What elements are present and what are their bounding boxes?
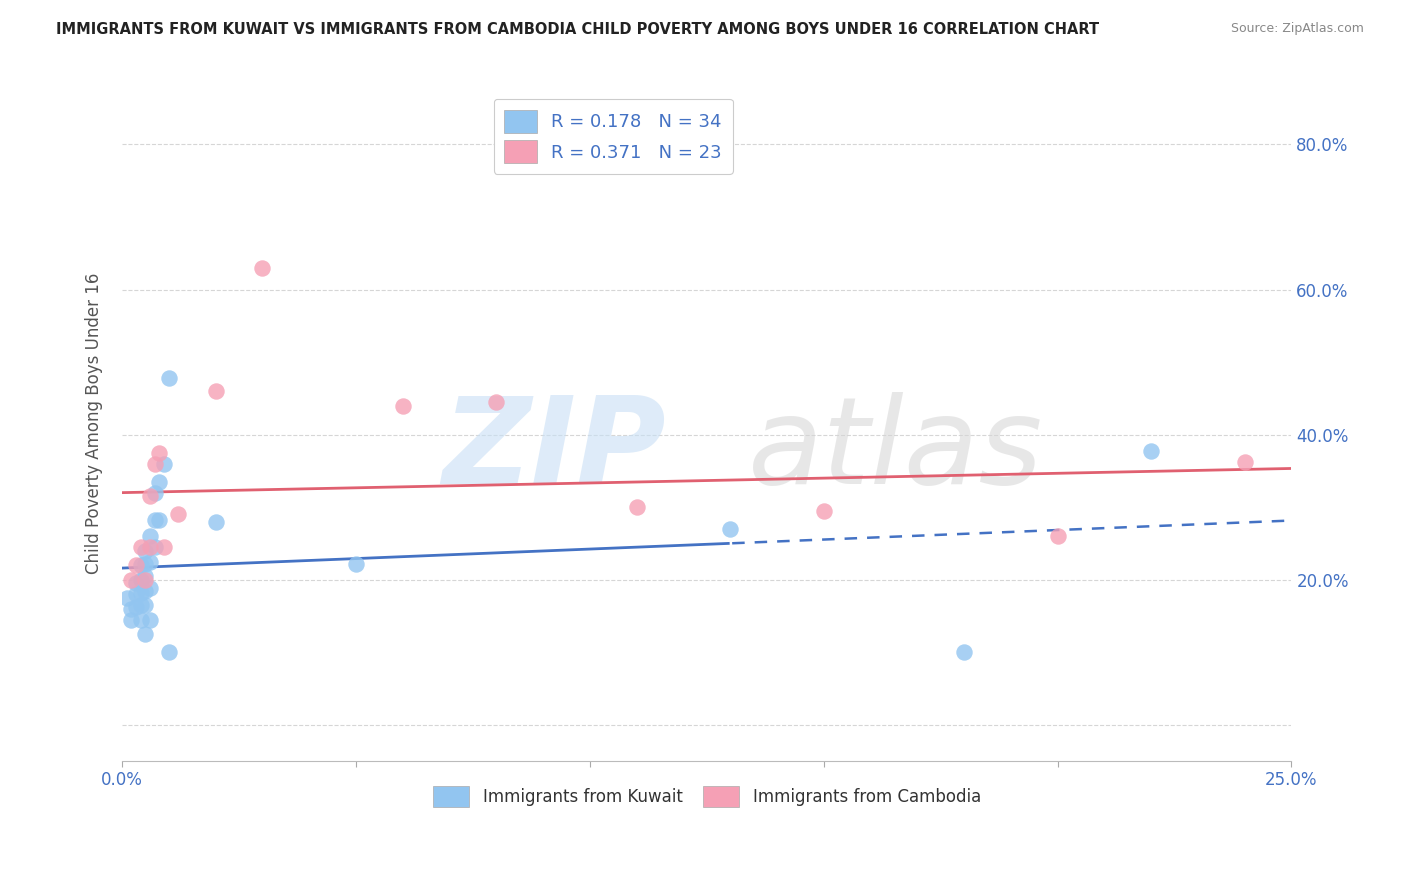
Text: ZIP: ZIP [441, 392, 666, 509]
Point [143, 485, 166, 500]
Point [485, 395, 508, 409]
Point [129, 586, 152, 600]
Point [125, 558, 148, 573]
Point [148, 446, 170, 460]
Point [134, 598, 156, 612]
Point [157, 645, 180, 659]
Point [120, 573, 142, 587]
Point [1140, 443, 1163, 458]
Point [129, 573, 152, 587]
Text: IMMIGRANTS FROM KUWAIT VS IMMIGRANTS FROM CAMBODIA CHILD POVERTY AMONG BOYS UNDE: IMMIGRANTS FROM KUWAIT VS IMMIGRANTS FRO… [56, 22, 1099, 37]
Point [344, 557, 367, 571]
Point [953, 645, 976, 659]
Point [129, 598, 152, 612]
Point [134, 569, 156, 583]
Point [143, 540, 166, 554]
Point [139, 555, 162, 569]
Point [129, 540, 152, 554]
Point [204, 515, 226, 529]
Point [134, 583, 156, 598]
Point [252, 260, 274, 275]
Point [143, 513, 166, 527]
Point [134, 557, 156, 571]
Point [134, 627, 156, 641]
Point [167, 508, 190, 522]
Point [134, 573, 156, 587]
Point [1233, 455, 1256, 469]
Point [139, 582, 162, 596]
Point [143, 457, 166, 471]
Point [148, 475, 170, 489]
Point [139, 613, 162, 627]
Point [139, 529, 162, 543]
Point [391, 399, 413, 413]
Point [1046, 529, 1069, 543]
Point [157, 371, 180, 385]
Point [134, 543, 156, 558]
Point [626, 500, 648, 515]
Point [139, 540, 162, 554]
Point [125, 576, 148, 591]
Point [120, 601, 142, 615]
Text: Source: ZipAtlas.com: Source: ZipAtlas.com [1230, 22, 1364, 36]
Point [153, 540, 176, 554]
Point [120, 613, 142, 627]
Point [139, 489, 162, 503]
Point [718, 522, 741, 536]
Text: atlas: atlas [748, 392, 1043, 509]
Point [125, 587, 148, 601]
Legend: Immigrants from Kuwait, Immigrants from Cambodia: Immigrants from Kuwait, Immigrants from … [426, 780, 987, 814]
Point [129, 613, 152, 627]
Point [813, 504, 835, 518]
Point [115, 591, 138, 605]
Point [125, 599, 148, 614]
Point [153, 457, 176, 471]
Y-axis label: Child Poverty Among Boys Under 16: Child Poverty Among Boys Under 16 [86, 273, 103, 574]
Point [129, 558, 152, 573]
Point [148, 513, 170, 527]
Point [204, 384, 226, 398]
